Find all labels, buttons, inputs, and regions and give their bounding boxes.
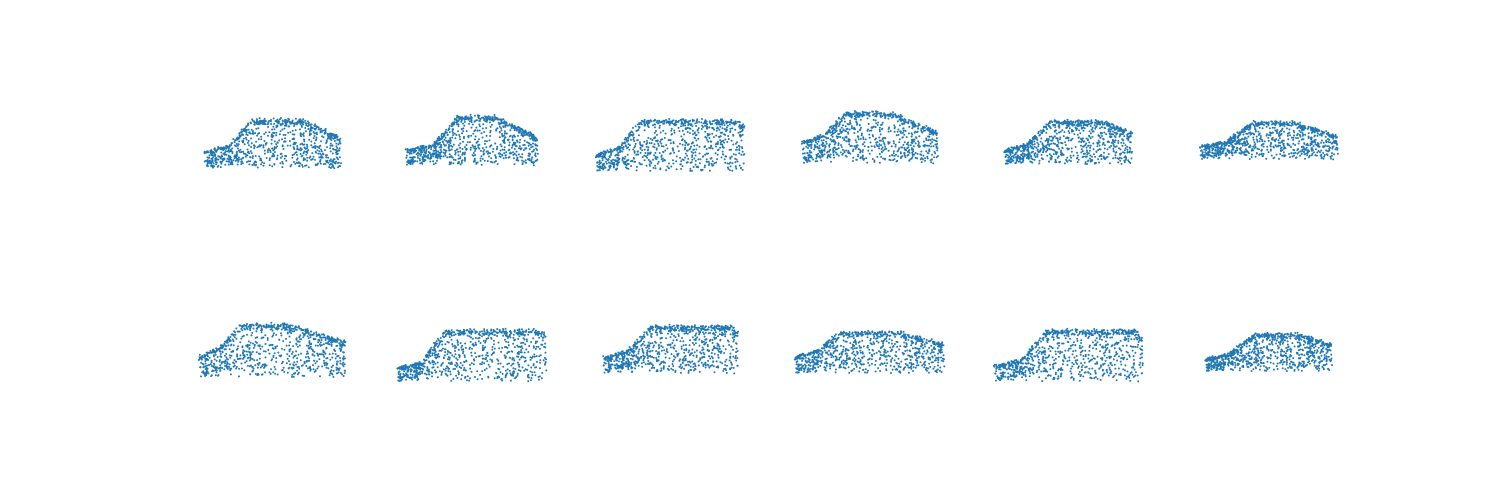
point-cloud <box>1003 118 1134 165</box>
point-cloud <box>203 117 342 170</box>
point-cloud <box>404 113 539 167</box>
point-cloud <box>396 327 548 383</box>
point-cloud <box>992 327 1144 383</box>
point-cloud <box>602 323 740 375</box>
point-cloud <box>1204 331 1333 372</box>
point-cloud <box>197 321 347 378</box>
point-cloud <box>793 329 946 374</box>
point-cloud <box>1198 119 1339 161</box>
point-cloud <box>800 110 939 165</box>
point-cloud <box>594 118 746 172</box>
